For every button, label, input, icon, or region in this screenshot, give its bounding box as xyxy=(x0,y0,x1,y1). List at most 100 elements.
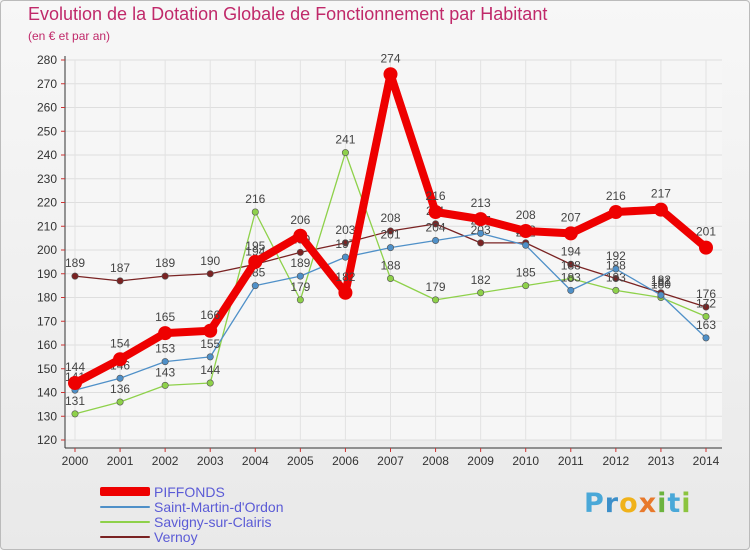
data-point-saint-martin-d-ordon xyxy=(251,282,259,290)
data-point-savigny-sur-clairis xyxy=(251,208,259,216)
legend-swatch-vernoy xyxy=(100,535,150,538)
data-point-piffonds xyxy=(518,224,533,238)
y-tick-label: 220 xyxy=(37,196,57,210)
data-label-piffonds: 207 xyxy=(561,210,581,224)
y-tick-label: 160 xyxy=(37,338,57,352)
data-label-savigny-sur-clairis: 179 xyxy=(290,280,310,294)
legend-swatch-savigny xyxy=(100,520,150,523)
data-point-piffonds xyxy=(383,67,398,82)
data-label-piffonds: 144 xyxy=(65,360,85,374)
data-point-saint-martin-d-ordon xyxy=(612,265,620,273)
data-label-savigny-sur-clairis: 185 xyxy=(516,266,536,280)
y-tick-label: 150 xyxy=(37,362,57,376)
data-point-saint-martin-d-ordon xyxy=(386,244,394,252)
data-label-piffonds: 274 xyxy=(380,51,400,65)
data-label-savigny-sur-clairis: 216 xyxy=(245,192,265,206)
y-tick-label: 280 xyxy=(37,53,57,67)
data-label-savigny-sur-clairis: 131 xyxy=(65,394,85,408)
data-point-piffonds xyxy=(158,326,173,341)
x-tick-label: 2012 xyxy=(603,454,630,468)
legend-swatch-saint-martin xyxy=(100,505,150,508)
x-tick-label: 2004 xyxy=(242,454,269,468)
data-point-saint-martin-d-ordon xyxy=(567,286,575,294)
data-point-savigny-sur-clairis xyxy=(116,398,124,406)
legend-item-saint-martin: Saint-Martin-d'Ordon xyxy=(100,499,284,515)
x-tick-label: 2001 xyxy=(107,454,134,468)
logo-letter: o xyxy=(619,488,639,519)
data-point-savigny-sur-clairis xyxy=(206,379,214,387)
logo-letter: x xyxy=(638,488,658,519)
data-point-saint-martin-d-ordon xyxy=(206,353,214,361)
data-label-saint-martin-d-ordon: 204 xyxy=(426,221,446,235)
y-tick-label: 260 xyxy=(37,101,57,115)
x-tick-label: 2007 xyxy=(377,454,404,468)
y-tick-label: 210 xyxy=(37,219,57,233)
data-label-vernoy: 189 xyxy=(155,256,175,270)
data-label-saint-martin-d-ordon: 183 xyxy=(561,270,581,284)
data-point-vernoy xyxy=(206,270,214,278)
data-label-piffonds: 208 xyxy=(516,208,536,222)
data-point-piffonds xyxy=(68,376,82,390)
legend: PIFFONDS Saint-Martin-d'Ordon Savigny-su… xyxy=(100,484,284,545)
data-label-piffonds: 201 xyxy=(696,225,716,239)
data-point-piffonds xyxy=(113,352,128,367)
logo-letter: r xyxy=(604,488,620,519)
legend-item-savigny: Savigny-sur-Clairis xyxy=(100,514,284,530)
x-tick-label: 2003 xyxy=(197,454,224,468)
data-point-vernoy xyxy=(477,239,485,247)
data-label-vernoy: 203 xyxy=(335,223,355,237)
data-point-saint-martin-d-ordon xyxy=(432,237,440,245)
x-tick-label: 2006 xyxy=(332,454,359,468)
data-point-vernoy xyxy=(702,303,710,311)
data-label-savigny-sur-clairis: 188 xyxy=(380,259,400,273)
y-tick-label: 250 xyxy=(37,124,57,138)
x-tick-label: 2009 xyxy=(467,454,494,468)
logo-letter: i xyxy=(681,488,692,519)
x-tick-label: 2002 xyxy=(152,454,179,468)
data-point-savigny-sur-clairis xyxy=(161,381,169,389)
data-label-piffonds: 217 xyxy=(651,187,671,201)
data-point-saint-martin-d-ordon xyxy=(522,241,530,249)
x-tick-label: 2013 xyxy=(648,454,675,468)
data-label-savigny-sur-clairis: 188 xyxy=(561,259,581,273)
chart-title: Evolution de la Dotation Globale de Fonc… xyxy=(28,4,548,24)
x-tick-label: 2000 xyxy=(62,454,89,468)
y-tick-label: 200 xyxy=(37,243,57,257)
data-label-vernoy: 189 xyxy=(65,256,85,270)
data-label-vernoy: 208 xyxy=(380,211,400,225)
data-point-savigny-sur-clairis xyxy=(386,274,394,282)
data-label-saint-martin-d-ordon: 153 xyxy=(155,342,175,356)
x-tick-label: 2008 xyxy=(422,454,449,468)
data-point-piffonds xyxy=(653,202,668,217)
data-point-saint-martin-d-ordon xyxy=(116,374,124,382)
y-tick-label: 170 xyxy=(37,314,57,328)
chart-subtitle: (en € et par an) xyxy=(28,29,111,43)
x-tick-label: 2011 xyxy=(558,454,584,468)
y-tick-label: 190 xyxy=(37,267,57,281)
data-point-vernoy xyxy=(432,220,440,228)
data-point-saint-martin-d-ordon xyxy=(296,272,304,280)
data-label-piffonds: 182 xyxy=(335,270,355,284)
data-point-saint-martin-d-ordon xyxy=(477,229,485,237)
legend-item-vernoy: Vernoy xyxy=(100,529,284,545)
data-point-piffonds xyxy=(248,254,263,269)
data-point-savigny-sur-clairis xyxy=(612,286,620,294)
y-tick-label: 120 xyxy=(37,433,57,447)
data-label-vernoy: 182 xyxy=(651,273,671,287)
logo-letter: i xyxy=(657,488,668,519)
data-label-piffonds: 166 xyxy=(200,308,220,322)
data-label-savigny-sur-clairis: 241 xyxy=(335,133,355,147)
legend-item-piffonds: PIFFONDS xyxy=(100,484,284,500)
data-point-savigny-sur-clairis xyxy=(702,312,710,320)
data-label-vernoy: 187 xyxy=(110,261,130,275)
data-point-piffonds xyxy=(293,228,308,243)
data-point-saint-martin-d-ordon xyxy=(341,253,349,261)
legend-swatch-piffonds xyxy=(100,487,150,496)
data-label-vernoy: 190 xyxy=(200,254,220,268)
data-label-saint-martin-d-ordon: 189 xyxy=(290,256,310,270)
data-point-savigny-sur-clairis xyxy=(296,296,304,304)
data-point-savigny-sur-clairis xyxy=(432,296,440,304)
data-label-piffonds: 213 xyxy=(471,196,491,210)
data-point-saint-martin-d-ordon xyxy=(657,291,665,299)
data-label-savigny-sur-clairis: 143 xyxy=(155,365,175,379)
